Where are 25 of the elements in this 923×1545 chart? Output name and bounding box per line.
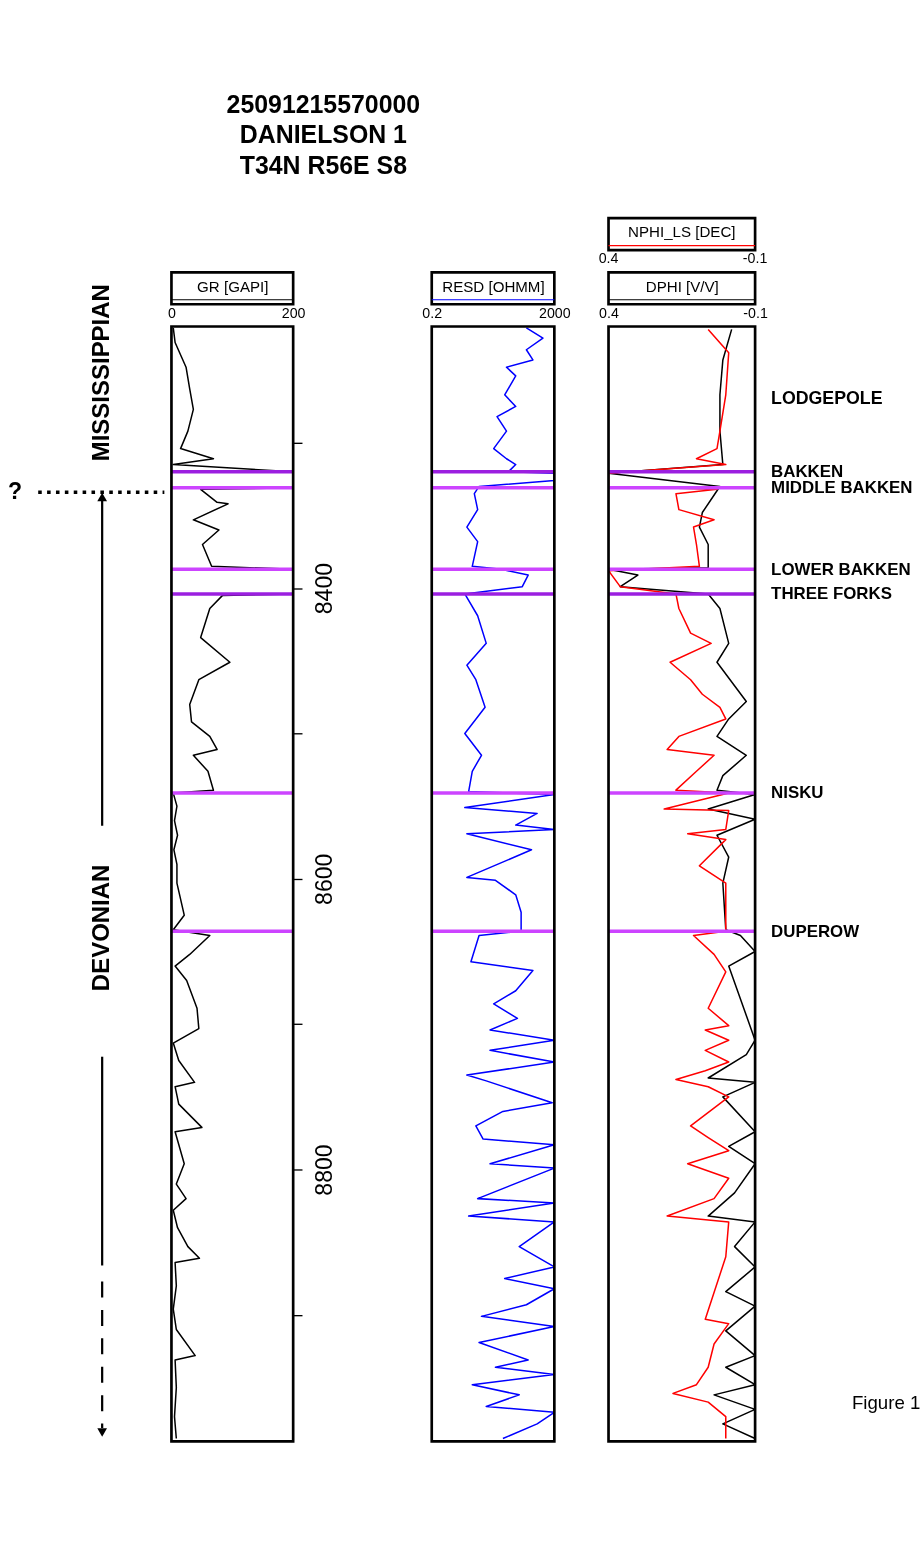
x-tick-label: 0: [167, 305, 176, 322]
y-tick-label: 8800: [310, 1144, 337, 1196]
ref-line-label: LOWER BAKKEN: [771, 559, 911, 579]
x2-tick-label: -0.1: [742, 250, 768, 267]
x-axis-title: DPHI [V/V]: [645, 278, 719, 296]
caption: Figure 1: [851, 1392, 921, 1414]
text: LODGEPOLE: [771, 387, 883, 408]
text: DEVONIAN: [87, 864, 115, 992]
ref-line-label: NISKU: [771, 783, 824, 803]
y-tick-label: 8600: [310, 853, 337, 905]
x-tick-label: 0.4: [599, 305, 619, 322]
x-axis-title: GR [GAPI]: [197, 278, 269, 296]
x2-tick-label: 0.4: [598, 250, 619, 267]
y-tick-label: 8400: [310, 562, 337, 615]
x-tick-label: 0.2: [422, 305, 443, 322]
text: MISSISSIPPIAN: [87, 284, 115, 462]
x-axis-title: RESD [OHMM]: [442, 278, 545, 296]
x-tick-label: 2000: [538, 305, 571, 322]
x-tick-label: -0.1: [743, 305, 768, 322]
x2-axis-title: NPHI_LS [DEC]: [628, 222, 736, 240]
ref-line-label: ?: [8, 478, 23, 505]
ref-line-label: THREE FORKS: [771, 584, 892, 604]
x-tick-label: 200: [281, 305, 306, 322]
ref-line-label: DUPEROW: [771, 921, 860, 941]
chart-title: 25091215570000 DANIELSON 1 T34N R56E S8: [226, 90, 421, 179]
